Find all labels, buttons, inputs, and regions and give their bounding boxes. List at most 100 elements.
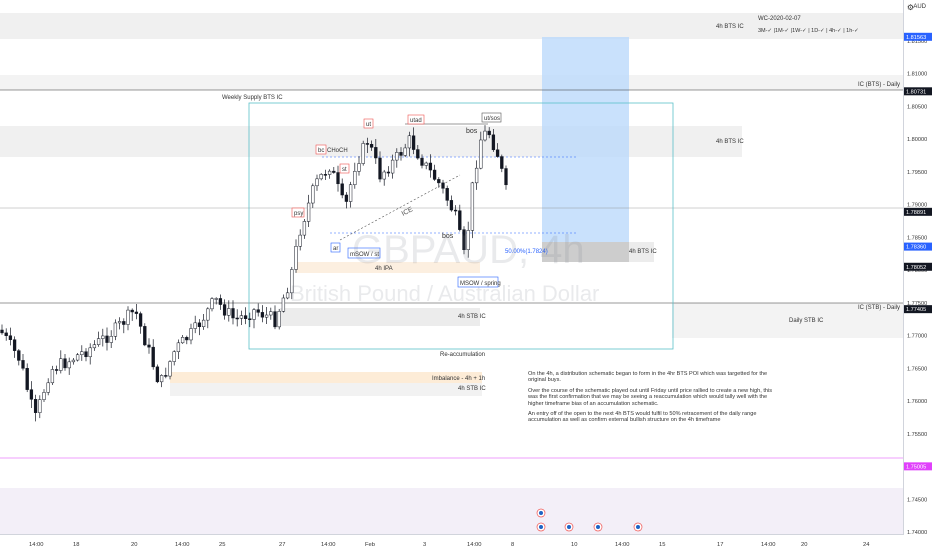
candle-body xyxy=(302,221,307,236)
candle-body xyxy=(500,156,504,169)
candle-body xyxy=(59,358,63,371)
st-tag: st xyxy=(339,163,350,174)
utsos-tag: ut/sos xyxy=(481,112,502,123)
candle-body xyxy=(495,149,500,157)
candle-body xyxy=(0,329,4,334)
candle-body xyxy=(25,368,29,390)
candle-body xyxy=(46,382,50,393)
candle-body xyxy=(21,360,25,369)
event-markers[interactable] xyxy=(536,508,643,532)
candle-body xyxy=(273,311,277,328)
candles xyxy=(0,125,508,422)
candle-body xyxy=(185,337,189,341)
ice-label: ICE xyxy=(401,206,415,218)
candle-body xyxy=(386,171,391,174)
watermark-symbol: GBPAUD, 4h xyxy=(352,228,585,272)
candle-body xyxy=(80,351,84,355)
top-bts-zone xyxy=(0,13,904,39)
price-axis[interactable]: 1.81500 1.81000 1.80500 1.80000 1.79500 1.790… xyxy=(903,0,932,536)
price-tag-label: 1.78891 xyxy=(906,210,926,216)
price-tag xyxy=(904,32,932,41)
candle-body xyxy=(264,314,269,318)
time-tick: 17 xyxy=(717,542,723,548)
time-tick: 10 xyxy=(571,542,577,548)
flag-event[interactable] xyxy=(593,522,603,532)
candle-body xyxy=(357,163,361,172)
settings-icon[interactable]: ⚙ xyxy=(906,3,914,12)
candle-body xyxy=(50,369,55,384)
top-bts-label: 4h BTS IC xyxy=(716,24,744,30)
price-tick: 1.74000 xyxy=(907,530,927,535)
candle-body xyxy=(239,315,244,319)
candle-body xyxy=(361,143,365,164)
candle-body xyxy=(424,162,428,166)
candle-body xyxy=(164,375,168,377)
purple-zone xyxy=(0,488,904,535)
candle-body xyxy=(315,178,319,187)
candle-body xyxy=(365,143,370,145)
candle-body xyxy=(8,335,13,340)
note-paragraph-3: An entry off of the open to the next 4h … xyxy=(528,411,757,424)
candle-body xyxy=(285,292,290,299)
price-chart[interactable]: 4h BTS IC IC (BTS) - Daily Weekly Supply… xyxy=(0,0,904,535)
daily-stb-label: Daily STB IC xyxy=(789,318,824,324)
candle-body xyxy=(147,344,151,348)
candle-body xyxy=(71,359,76,363)
candle-body xyxy=(218,298,223,305)
candle-body xyxy=(235,317,239,320)
time-tick: 14:00 xyxy=(761,542,776,548)
candle-body xyxy=(298,234,302,247)
flag-event[interactable] xyxy=(536,508,546,518)
time-tick: Feb xyxy=(365,542,375,548)
ipa-label: 4h IPA xyxy=(375,266,393,272)
time-tick: 20 xyxy=(131,542,137,548)
position-stop xyxy=(542,242,629,262)
candle-body xyxy=(105,335,109,343)
candle-body xyxy=(479,139,483,169)
candle-body xyxy=(491,134,496,151)
price-tick: 1.75500 xyxy=(907,432,927,438)
candle-body xyxy=(122,321,126,325)
flag-event[interactable] xyxy=(536,522,546,532)
svg-text:st: st xyxy=(342,167,347,173)
candle-body xyxy=(462,229,466,250)
candle-body xyxy=(201,319,206,327)
candle-body xyxy=(88,347,92,358)
candle-body xyxy=(437,179,441,184)
candle-body xyxy=(378,157,382,180)
flag-event[interactable] xyxy=(564,522,574,532)
candle-body xyxy=(155,366,160,383)
price-tag xyxy=(904,462,932,471)
watermark-name: British Pound / Australian Dollar xyxy=(290,281,600,306)
candle-body xyxy=(260,312,265,318)
msow-st-tag: mSOW / st xyxy=(347,247,381,259)
flag-event[interactable] xyxy=(633,522,643,532)
time-tick: 18 xyxy=(73,542,79,548)
candle-body xyxy=(348,184,353,202)
time-tick: 14:00 xyxy=(615,542,630,548)
candle-body xyxy=(4,332,8,336)
candle-body xyxy=(180,337,185,344)
candle-body xyxy=(336,172,340,185)
candle-body xyxy=(294,246,298,270)
time-tick: 27 xyxy=(279,542,285,548)
svg-text:mSOW / st: mSOW / st xyxy=(350,252,379,258)
candle-body xyxy=(483,130,487,141)
price-tick: 1.80000 xyxy=(907,137,927,143)
candle-body xyxy=(416,149,420,159)
time-axis[interactable]: 14:00 18 20 14:00 25 27 14:00 Feb 3 14:00 8 10 14:00… xyxy=(0,534,904,550)
candle-body xyxy=(340,183,344,196)
candle-body xyxy=(143,326,147,346)
candle-body xyxy=(382,171,386,180)
candle-body xyxy=(151,346,155,368)
candle-body xyxy=(269,311,273,316)
price-tag xyxy=(904,262,932,271)
time-tick: 8 xyxy=(511,542,514,548)
price-tick: 1.76500 xyxy=(907,366,927,372)
candle-body xyxy=(222,304,227,316)
stb-4h-label: 4h STB IC xyxy=(458,314,486,320)
candle-body xyxy=(134,311,139,314)
candle-body xyxy=(96,338,101,345)
price-tag xyxy=(904,242,932,251)
